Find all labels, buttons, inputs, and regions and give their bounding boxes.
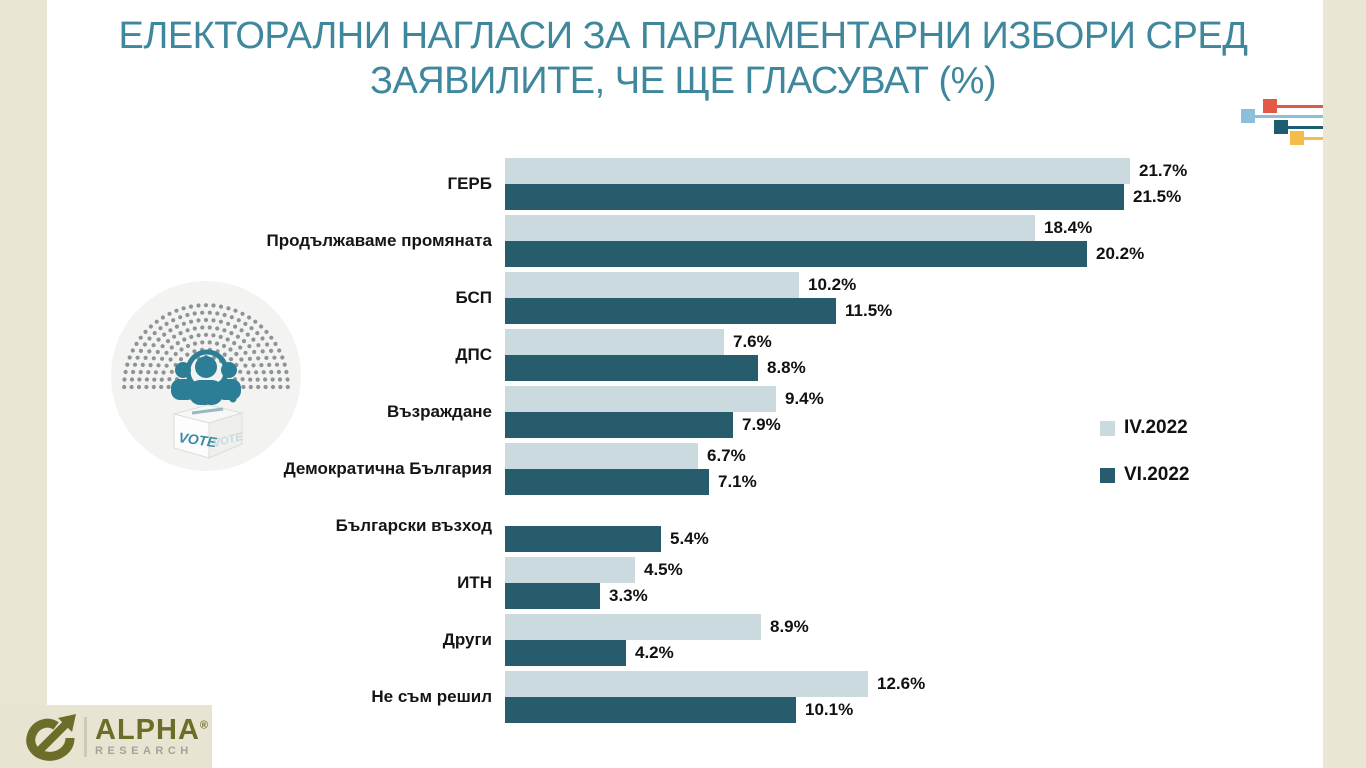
chart-group: Не съм решил 12.6% 10.1% bbox=[0, 671, 1330, 728]
chart-group: Демократична България 6.7% 7.1% bbox=[0, 443, 1330, 500]
bar-chart: ГЕРБ 21.7% 21.5% Продължаваме промяната 18.4… bbox=[0, 158, 1330, 728]
left-beige-stripe bbox=[0, 0, 47, 768]
bar-VI.2022 bbox=[505, 184, 1124, 210]
category-label: Не съм решил bbox=[371, 687, 492, 706]
value-label: 6.7% bbox=[707, 446, 746, 465]
chart-group: БСП 10.2% 11.5% bbox=[0, 272, 1330, 329]
category-label: ГЕРБ bbox=[447, 174, 492, 193]
page-title-line1: ЕЛЕКТОРАЛНИ НАГЛАСИ ЗА ПАРЛАМЕНТАРНИ ИЗБ… bbox=[118, 15, 1248, 57]
category-label: ИТН bbox=[457, 573, 492, 592]
parliament-seats-icon: VOTE VOTE bbox=[122, 303, 290, 459]
decor-line-darkteal bbox=[1281, 126, 1323, 129]
chart-group: Други 8.9% 4.2% bbox=[0, 614, 1330, 671]
decor-line-lightblue bbox=[1248, 115, 1323, 118]
decor-square-red-icon bbox=[1263, 99, 1277, 113]
value-label: 18.4% bbox=[1044, 218, 1093, 237]
value-label: 5.4% bbox=[670, 529, 709, 548]
legend-swatch-light-icon bbox=[1100, 420, 1115, 436]
ballot-box-icon: VOTE VOTE bbox=[172, 404, 244, 459]
logo-divider bbox=[84, 716, 87, 757]
logo-registered-mark: ® bbox=[199, 719, 209, 732]
right-beige-stripe bbox=[1323, 0, 1366, 768]
bar-VI.2022 bbox=[505, 583, 600, 609]
value-label: 11.5% bbox=[845, 301, 893, 320]
category-label: Продължаваме промяната bbox=[266, 231, 492, 250]
value-label: 21.7% bbox=[1139, 161, 1188, 180]
decor-square-lightblue-icon bbox=[1241, 109, 1255, 123]
bar-VI.2022 bbox=[505, 697, 796, 723]
bar-VI.2022 bbox=[505, 469, 709, 495]
decor-square-yellow-icon bbox=[1290, 131, 1304, 145]
bar-VI.2022 bbox=[505, 298, 836, 324]
legend-label: VI.2022 bbox=[1124, 464, 1190, 485]
value-label: 7.6% bbox=[733, 332, 772, 351]
vote-circle-icon: VOTE VOTE bbox=[111, 281, 301, 471]
category-label: БСП bbox=[455, 288, 493, 307]
bar-IV.2022 bbox=[505, 671, 868, 697]
logo-subtitle: RESEARCH bbox=[95, 745, 193, 757]
chart-group: Продължаваме промяната 18.4% 20.2% bbox=[0, 215, 1330, 272]
page-title: ЕЛЕКТОРАЛНИ НАГЛАСИ ЗА ПАРЛАМЕНТАРНИ ИЗБ… bbox=[60, 14, 1306, 104]
category-label: Български възход bbox=[335, 516, 492, 535]
bar-VI.2022 bbox=[505, 412, 733, 438]
bar-IV.2022 bbox=[505, 614, 761, 640]
vote-label: VOTE bbox=[178, 429, 219, 450]
category-label: ДПС bbox=[455, 345, 492, 364]
value-label: 10.2% bbox=[808, 275, 857, 294]
value-label: 12.6% bbox=[877, 674, 926, 693]
chart-group: ДПС 7.6% 8.8% bbox=[0, 329, 1330, 386]
alpha-research-logo-mark-icon bbox=[26, 713, 76, 761]
bar-IV.2022 bbox=[505, 215, 1035, 241]
value-label: 7.9% bbox=[742, 415, 781, 434]
value-label: 8.8% bbox=[767, 358, 806, 377]
value-label: 4.2% bbox=[635, 643, 674, 662]
bar-IV.2022 bbox=[505, 443, 698, 469]
chart-group: Възраждане 9.4% 7.9% bbox=[0, 386, 1330, 443]
bar-VI.2022 bbox=[505, 355, 758, 381]
category-label: Други bbox=[442, 630, 492, 649]
decor-line-red bbox=[1270, 105, 1323, 108]
chart-legend: IV.2022 VI.2022 bbox=[1100, 417, 1190, 511]
legend-item-vi2022: VI.2022 bbox=[1100, 464, 1190, 486]
bar-IV.2022 bbox=[505, 329, 724, 355]
value-label: 9.4% bbox=[785, 389, 824, 408]
bar-IV.2022 bbox=[505, 272, 799, 298]
logo-title: ALPHA® bbox=[95, 716, 209, 745]
legend-swatch-dark-icon bbox=[1100, 467, 1115, 483]
value-label: 7.1% bbox=[718, 472, 757, 491]
bar-VI.2022 bbox=[505, 640, 626, 666]
chart-group: ИТН 4.5% 3.3% bbox=[0, 557, 1330, 614]
category-label: Демократична България bbox=[283, 459, 492, 478]
decor-square-darkteal-icon bbox=[1274, 120, 1288, 134]
page-title-line2: ЗАЯВИЛИТЕ, ЧЕ ЩЕ ГЛАСУВАТ (%) bbox=[369, 59, 997, 102]
value-label: 3.3% bbox=[609, 586, 648, 605]
value-label: 20.2% bbox=[1096, 244, 1145, 263]
voters-group-icon bbox=[171, 349, 241, 405]
bar-IV.2022 bbox=[505, 158, 1130, 184]
legend-item-iv2022: IV.2022 bbox=[1100, 417, 1190, 439]
legend-label: IV.2022 bbox=[1124, 417, 1188, 438]
category-label: Възраждане bbox=[387, 402, 492, 421]
value-label: 21.5% bbox=[1133, 187, 1182, 206]
bar-IV.2022 bbox=[505, 386, 776, 412]
decor-line-yellow bbox=[1297, 137, 1323, 140]
bar-IV.2022 bbox=[505, 557, 635, 583]
value-label: 8.9% bbox=[770, 617, 809, 636]
alpha-research-logo: ALPHA® RESEARCH bbox=[0, 705, 212, 768]
value-label: 4.5% bbox=[644, 560, 683, 579]
chart-group: ГЕРБ 21.7% 21.5% bbox=[0, 158, 1330, 215]
value-label: 10.1% bbox=[805, 700, 854, 719]
logo-title-text: ALPHA bbox=[95, 714, 200, 746]
bar-VI.2022 bbox=[505, 241, 1087, 267]
chart-group: Български възход 5.4% bbox=[0, 500, 1330, 557]
bar-VI.2022 bbox=[505, 526, 661, 552]
